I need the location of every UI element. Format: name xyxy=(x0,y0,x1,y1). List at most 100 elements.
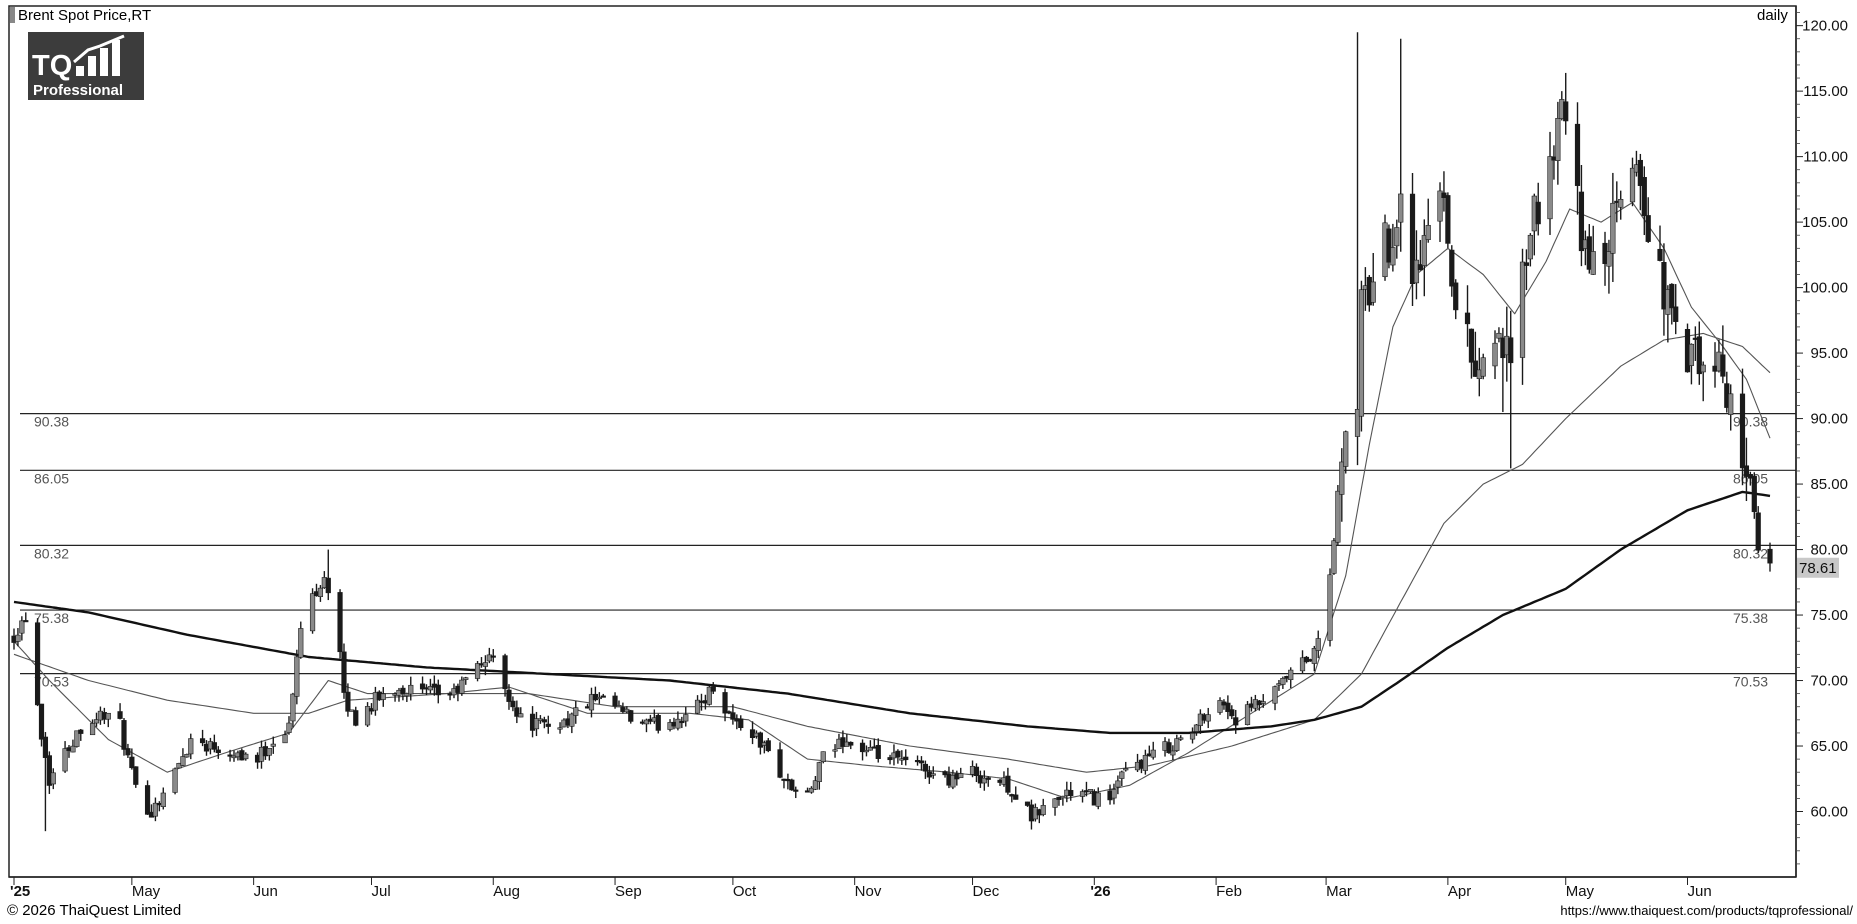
y-tick-label: 95.00 xyxy=(1810,345,1848,362)
candle-body xyxy=(545,723,551,727)
y-tick-label: 80.00 xyxy=(1810,542,1848,559)
candle-body xyxy=(808,787,815,793)
candle-body xyxy=(309,593,316,632)
x-tick-label: '25 xyxy=(10,883,30,900)
candle-body xyxy=(757,732,763,748)
candle-body xyxy=(616,705,622,708)
candle-body xyxy=(710,686,716,692)
candle-body xyxy=(1641,177,1647,217)
x-tick-label: Sep xyxy=(615,883,642,900)
candle-body xyxy=(675,718,681,729)
candle-body xyxy=(474,663,481,679)
last-price-box xyxy=(1797,557,1839,578)
candle-body xyxy=(1040,805,1046,815)
candle-body xyxy=(1555,118,1561,161)
copyright-text: © 2026 ThaiQuest Limited xyxy=(7,902,181,919)
x-tick-label: Jun xyxy=(1688,883,1712,900)
candle-body xyxy=(895,750,901,758)
candle-body xyxy=(1056,796,1062,800)
candle-body xyxy=(427,686,434,691)
level-label-left: 70.53 xyxy=(34,674,69,690)
candle-body xyxy=(612,695,618,707)
candle-body xyxy=(1331,540,1337,574)
candle-body xyxy=(180,756,186,766)
candle-body xyxy=(1496,332,1502,339)
moving-averages xyxy=(13,201,1771,799)
candle-body xyxy=(1229,709,1235,717)
candle-body xyxy=(172,768,178,793)
candle-body xyxy=(887,757,893,761)
candle-body xyxy=(188,738,194,755)
candle-body xyxy=(1079,791,1086,797)
candle-body xyxy=(1645,215,1651,242)
candle-body xyxy=(820,751,826,762)
candle-body xyxy=(1629,167,1636,203)
candle-body xyxy=(1288,669,1294,680)
tq-professional-logo: TQ Professional xyxy=(28,32,144,100)
candle-body xyxy=(950,775,956,788)
candle-body xyxy=(518,713,524,718)
candle-body xyxy=(1394,227,1400,247)
candle-body xyxy=(408,684,414,695)
candle-body xyxy=(1166,742,1172,754)
candle-body xyxy=(23,620,29,623)
candle-body xyxy=(160,792,166,807)
candle-body xyxy=(1095,792,1101,807)
x-tick-label: '26 xyxy=(1090,883,1110,900)
candle-body xyxy=(1720,354,1726,377)
candle-body xyxy=(34,622,41,706)
moving-average-short xyxy=(13,201,1771,799)
candle-body xyxy=(765,740,771,752)
candle-body xyxy=(1087,789,1093,793)
candle-body xyxy=(655,714,661,731)
y-tick-label: 85.00 xyxy=(1810,476,1848,493)
candle-body xyxy=(1413,259,1420,284)
candle-body xyxy=(1417,264,1423,271)
candle-body xyxy=(1449,249,1455,287)
candle-body xyxy=(1205,714,1211,722)
candle-body xyxy=(1445,195,1451,244)
candle-body xyxy=(859,742,866,753)
candle-body xyxy=(1523,262,1530,266)
candle-body xyxy=(463,677,469,680)
candle-body xyxy=(506,689,512,702)
candle-body xyxy=(1688,343,1695,366)
candle-body xyxy=(93,719,100,724)
candle-body xyxy=(89,723,96,736)
candle-body xyxy=(1193,724,1200,732)
candle-body xyxy=(1299,657,1306,672)
level-label-left: 75.38 xyxy=(34,610,69,626)
footer-url: https://www.thaiquest.com/products/tqpro… xyxy=(1560,903,1853,918)
candle-body xyxy=(1119,771,1125,779)
candle-body xyxy=(294,656,300,697)
candle-body xyxy=(152,802,159,817)
x-tick-label: May xyxy=(132,883,161,900)
candle-body xyxy=(50,772,56,785)
x-tick-label: Apr xyxy=(1448,883,1471,900)
candle-body xyxy=(372,692,379,711)
candle-body xyxy=(46,755,52,786)
x-tick-label: Nov xyxy=(855,883,882,900)
candle-body xyxy=(1178,737,1184,740)
candle-body xyxy=(1728,393,1734,415)
candle-body xyxy=(282,734,288,744)
candle-body xyxy=(1480,357,1486,377)
candle-body xyxy=(1311,648,1317,664)
y-tick-label: 115.00 xyxy=(1803,83,1848,100)
y-tick-label: 70.00 xyxy=(1810,673,1848,690)
candle-body xyxy=(19,620,25,634)
svg-text:Professional: Professional xyxy=(33,82,123,99)
candle-body xyxy=(1013,794,1019,800)
candle-body xyxy=(1280,678,1286,685)
candle-body xyxy=(706,686,712,705)
candle-body xyxy=(1519,261,1526,358)
candle-body xyxy=(1578,191,1585,252)
candle-body xyxy=(1606,251,1612,267)
candle-body xyxy=(738,718,744,728)
candle-body xyxy=(596,696,602,700)
y-tick-label: 110.00 xyxy=(1803,149,1848,166)
candle-body xyxy=(337,592,343,653)
candle-body xyxy=(789,779,795,791)
